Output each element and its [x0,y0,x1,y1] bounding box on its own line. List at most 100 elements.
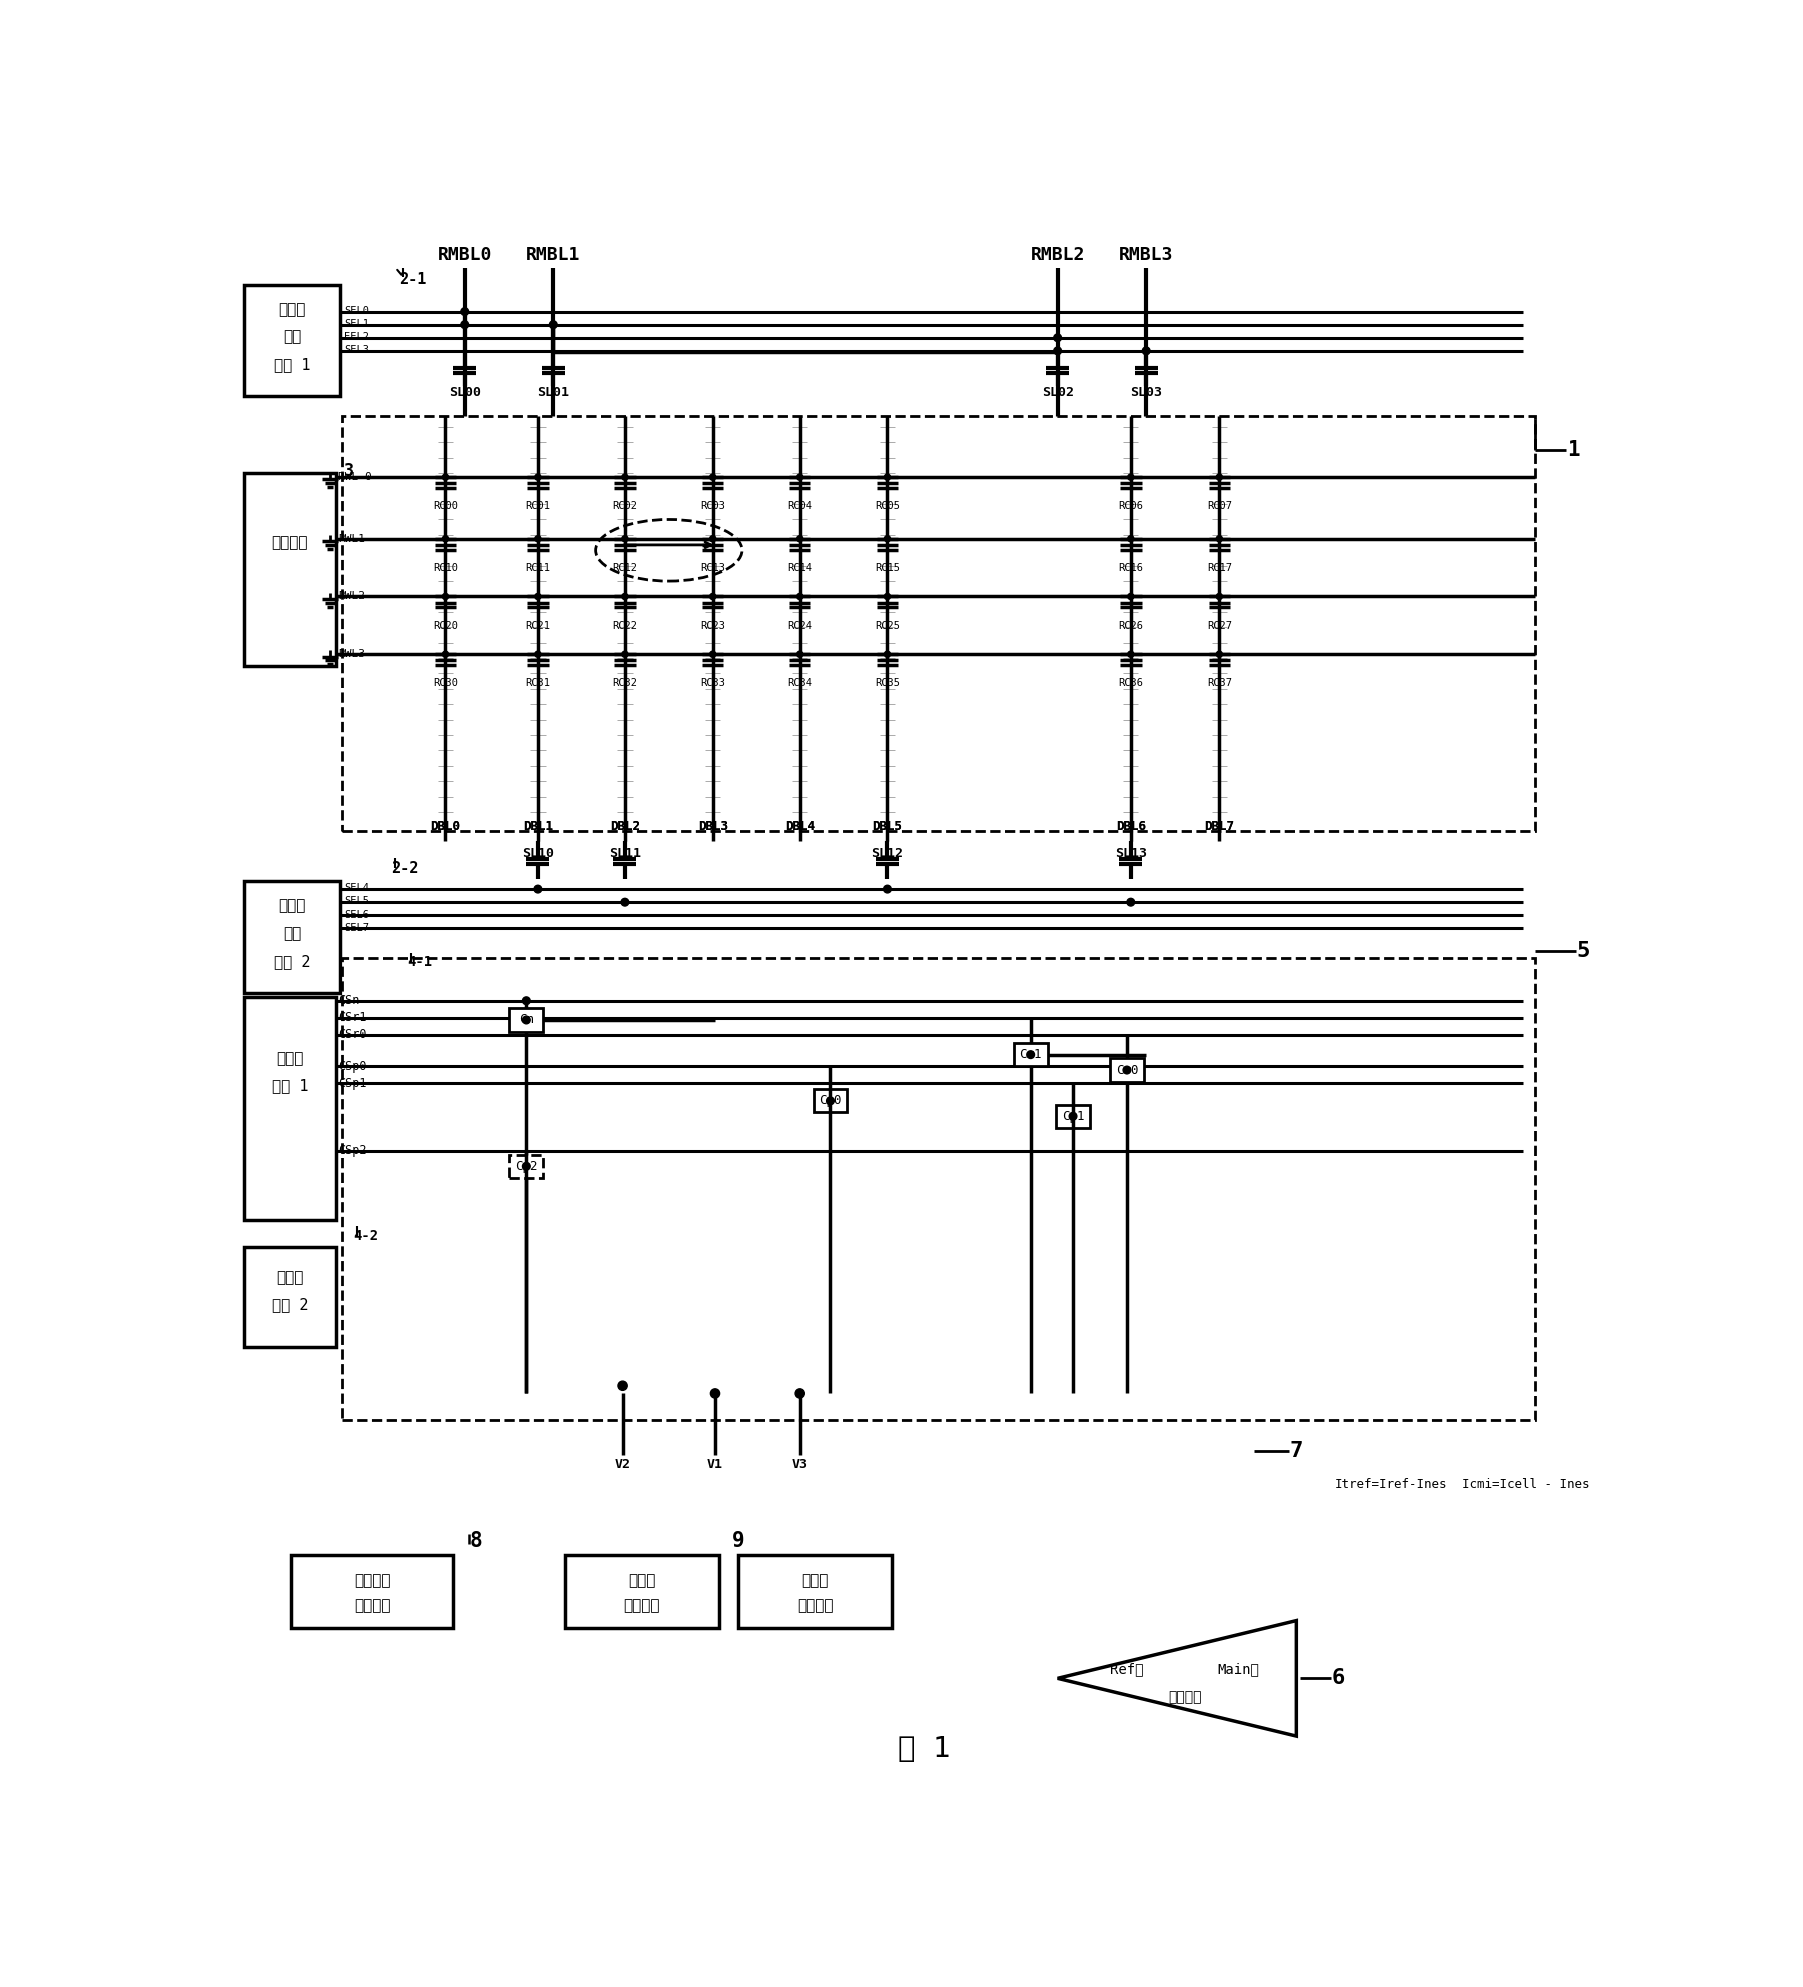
Text: V1: V1 [707,1458,723,1470]
Text: RC10: RC10 [433,562,458,572]
Text: SL00: SL00 [449,385,481,399]
Text: DBL6: DBL6 [1116,821,1145,833]
Text: Cp0: Cp0 [819,1095,842,1107]
Circle shape [442,594,449,600]
Bar [243,284,341,395]
Circle shape [797,652,802,658]
Circle shape [523,1015,530,1023]
Text: DBL5: DBL5 [873,821,903,833]
Text: CSr0: CSr0 [339,1027,368,1041]
Text: SEL4: SEL4 [344,884,370,894]
Text: RC11: RC11 [525,562,550,572]
Circle shape [523,997,530,1005]
Text: RC02: RC02 [613,501,638,511]
Circle shape [1127,652,1134,658]
Text: RC05: RC05 [874,501,900,511]
Circle shape [710,536,716,542]
Text: 驱动: 驱动 [283,926,301,942]
Circle shape [442,536,449,542]
Text: DBL4: DBL4 [784,821,815,833]
Circle shape [710,652,716,658]
Text: RC31: RC31 [525,678,550,689]
Text: 行解码器: 行解码器 [272,535,308,550]
Text: CSr1: CSr1 [339,1011,368,1023]
Circle shape [1217,475,1222,481]
Text: RMBL0: RMBL0 [438,246,492,264]
Circle shape [550,320,557,328]
Text: DBL5: DBL5 [873,821,903,833]
Circle shape [535,536,541,542]
Text: DBL7: DBL7 [1204,821,1235,833]
Text: 3: 3 [344,463,353,481]
Bar [1212,419,1228,827]
Circle shape [622,594,627,600]
Text: RC30: RC30 [433,678,458,689]
Text: RC22: RC22 [613,620,638,630]
Text: RC07: RC07 [1206,501,1231,511]
Text: EEL2: EEL2 [344,332,370,342]
Text: RWL2: RWL2 [339,592,366,602]
Text: 4-2: 4-2 [353,1228,379,1242]
Bar [617,419,633,827]
Text: Itref=Iref-Ines: Itref=Iref-Ines [1334,1478,1448,1490]
Circle shape [1028,1051,1035,1059]
Text: DBL7: DBL7 [1204,821,1235,833]
Text: RC34: RC34 [788,678,811,689]
Text: 7: 7 [1289,1441,1304,1460]
Text: 偏压电路: 偏压电路 [797,1598,833,1613]
Text: 驱动: 驱动 [283,330,301,344]
Circle shape [534,886,541,892]
Text: Cr1: Cr1 [1019,1047,1042,1061]
Text: 9: 9 [732,1532,745,1552]
Text: SL03: SL03 [1130,385,1163,399]
Text: V2: V2 [615,1458,631,1470]
Bar [243,473,335,666]
Text: DBL2: DBL2 [609,821,640,833]
Text: RC17: RC17 [1206,562,1231,572]
Text: 列解码: 列解码 [276,1051,303,1065]
Circle shape [462,320,469,328]
Text: RC27: RC27 [1206,620,1231,630]
Text: RC14: RC14 [788,562,811,572]
Text: 2-1: 2-1 [398,272,427,286]
Circle shape [885,475,891,481]
Circle shape [1053,348,1062,356]
Text: DBL1: DBL1 [523,821,554,833]
Text: SEL7: SEL7 [344,922,370,932]
Text: Cp1: Cp1 [1062,1111,1084,1123]
Bar [292,1556,453,1627]
Text: RC26: RC26 [1118,620,1143,630]
Text: 邻接效果: 邻接效果 [353,1574,391,1588]
Text: RC21: RC21 [525,620,550,630]
Bar [792,419,808,827]
Bar [341,415,1534,831]
Text: SL12: SL12 [871,846,903,860]
Text: 图 1: 图 1 [898,1735,950,1762]
Text: RC20: RC20 [433,620,458,630]
Text: SL01: SL01 [537,385,570,399]
Text: CSp0: CSp0 [339,1059,368,1073]
Text: DBL0: DBL0 [431,821,460,833]
Text: RC24: RC24 [788,620,811,630]
Circle shape [797,536,802,542]
Bar [1057,1105,1091,1129]
Text: 4-1: 4-1 [407,956,433,970]
Circle shape [1127,594,1134,600]
Text: RC12: RC12 [613,562,638,572]
Bar [510,1154,543,1178]
Text: RC25: RC25 [874,620,900,630]
Bar [436,419,454,827]
Text: 电路 2: 电路 2 [274,954,310,970]
Circle shape [1053,334,1062,342]
Circle shape [1127,475,1134,481]
Text: 码器 1: 码器 1 [272,1077,308,1093]
Circle shape [622,652,627,658]
Circle shape [622,475,627,481]
Text: RC32: RC32 [613,678,638,689]
Text: 选择线: 选择线 [278,898,305,914]
Circle shape [535,594,541,600]
Bar [243,882,341,994]
Text: RC13: RC13 [700,562,725,572]
Text: RWL 0: RWL 0 [339,473,371,483]
Text: Ref側: Ref側 [1111,1661,1143,1677]
